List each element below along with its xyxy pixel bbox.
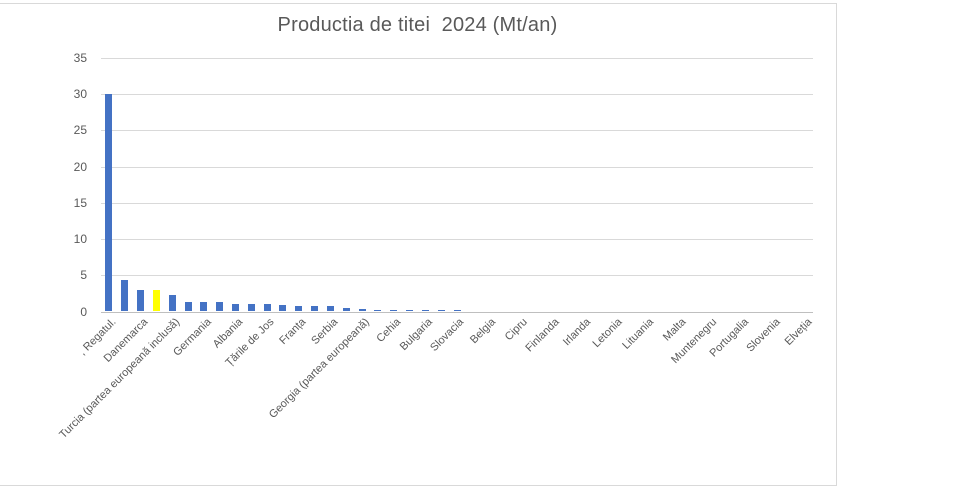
gridline-35 [101, 58, 813, 59]
x-tick-label: Cipru [502, 316, 530, 344]
y-tick-label-35: 35 [73, 51, 87, 65]
gridline-20 [101, 166, 813, 168]
gridline-25 [101, 130, 813, 132]
bar [200, 302, 208, 312]
bar [216, 302, 224, 312]
bar [374, 309, 382, 312]
x-tick-label: Turcia (partea europeană inclusă) [56, 316, 182, 441]
y-tick-label-20: 20 [73, 159, 87, 174]
bar [279, 304, 287, 312]
x-tick-label: Irlanda [560, 316, 594, 349]
x-tick-label: Slovacia [428, 316, 467, 354]
bar [421, 309, 429, 312]
bar [358, 309, 366, 312]
x-tick-label: Franța [277, 316, 309, 347]
y-tick-label-30: 30 [73, 87, 87, 102]
bar [311, 305, 319, 312]
y-tick-label-0: 0 [80, 304, 87, 319]
bar [168, 294, 176, 312]
bar [326, 305, 334, 312]
x-tick-label: Malta [660, 316, 689, 344]
gridline-15 [101, 202, 813, 204]
bar [231, 303, 239, 312]
bar [137, 289, 145, 312]
bar-chart: Productia de titei 2024 (Mt/an) 0 5 10 15 20… [0, 3, 837, 486]
bar [406, 309, 414, 312]
x-tick-label: Finlanda [523, 316, 562, 355]
chart-title: Productia de titei 2024 (Mt/an) [277, 14, 558, 36]
gridline-30 [101, 94, 813, 96]
y-tick-label-5: 5 [80, 268, 87, 283]
y-tick-label-15: 15 [73, 195, 87, 210]
y-tick-label-10: 10 [73, 232, 87, 247]
bar [184, 302, 192, 312]
y-tick-label-25: 25 [73, 123, 87, 138]
bar [437, 309, 445, 312]
bar [105, 94, 113, 312]
bar [263, 304, 271, 312]
bar [342, 307, 350, 312]
x-tick-label: Lituania [620, 316, 657, 352]
bar [121, 279, 129, 312]
bar [247, 304, 255, 312]
bar [295, 306, 303, 312]
gridline-10 [101, 239, 813, 241]
x-tick-label: Slovenia [744, 316, 783, 355]
gridline-5 [101, 275, 813, 277]
x-tick-label: Letonia [590, 316, 625, 351]
x-axis-line [101, 311, 813, 313]
x-tick-label: Elveția [782, 316, 815, 348]
bar [453, 309, 461, 312]
bar [390, 309, 398, 312]
x-tick-label: Belgia [468, 316, 499, 347]
bar-highlighted [152, 290, 160, 312]
